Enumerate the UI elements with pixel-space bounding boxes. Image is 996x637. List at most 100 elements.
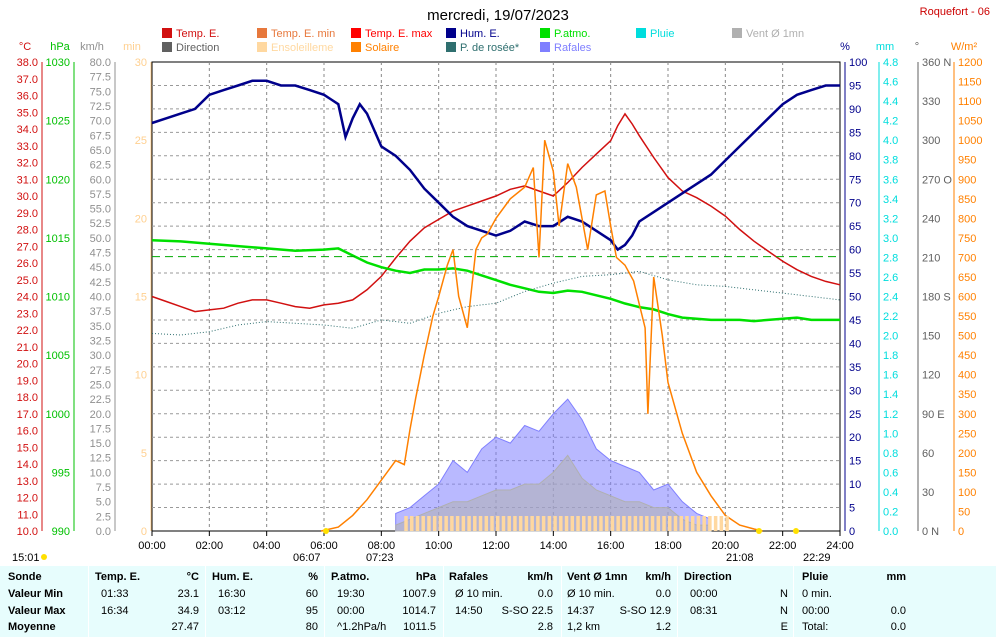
temp-tick-label: 37.0 — [17, 74, 38, 86]
pressure-axis-unit: hPa — [50, 41, 70, 53]
legend-swatch — [540, 42, 550, 52]
series-rafales — [395, 398, 712, 532]
direction-tick-label: 270 O — [922, 174, 952, 186]
sunrise-time: 06:07 — [293, 552, 321, 564]
sunshine-bar — [582, 516, 586, 531]
x-tick-label: 04:00 — [253, 540, 281, 552]
temp-tick-label: 28.0 — [17, 225, 38, 237]
temp-tick-label: 31.0 — [17, 174, 38, 186]
wind-tick-label: 15.0 — [90, 438, 111, 450]
wind-tick-label: 62.5 — [90, 160, 111, 172]
sunshine-bar — [616, 516, 620, 531]
humidity-tick-label: 20 — [849, 432, 861, 444]
rain-tick-label: 0.4 — [883, 487, 898, 499]
humidity-tick-label: 50 — [849, 292, 861, 304]
direction-tick-label: 180 S — [922, 292, 951, 304]
solar-tick-label: 550 — [958, 311, 976, 323]
temp-tick-label: 18.0 — [17, 392, 38, 404]
humidity-tick-label: 60 — [849, 245, 861, 257]
summary-header: Sonde — [8, 571, 42, 583]
rain-tick-label: 4.8 — [883, 57, 898, 69]
rain-tick-label: 2.8 — [883, 252, 898, 264]
temp-tick-label: 35.0 — [17, 107, 38, 119]
sunshine-bar — [685, 516, 689, 531]
wind-tick-label: 5.0 — [96, 497, 111, 509]
summary-table: Sonde Temp. E. °C Hum. E.% P.atmo. hPa Rafales… — [0, 566, 996, 637]
summary-temp-value: 34.9 — [177, 605, 199, 617]
sunshine-bar — [587, 516, 592, 531]
summary-hum-time: 16:30 — [218, 588, 246, 600]
summary-temp-time: 16:34 — [101, 605, 129, 617]
solar-tick-label: 150 — [958, 467, 976, 479]
wind-tick-label: 75.0 — [90, 86, 111, 98]
series-hum--e- — [151, 79, 840, 252]
solar-tick-label: 800 — [958, 213, 976, 225]
summary-rafales-value: 2.8 — [537, 621, 553, 633]
summary-patmo-value: 1014.7 — [402, 605, 436, 617]
rain-tick-label: 1.8 — [883, 350, 898, 362]
temp-tick-label: 13.0 — [17, 476, 38, 488]
summary-divider — [443, 566, 444, 637]
legend-label: Temp. E. min — [271, 28, 335, 40]
x-tick-label: 12:00 — [482, 540, 510, 552]
rain-tick-label: 4.2 — [883, 116, 898, 128]
wind-tick-label: 7.5 — [96, 482, 111, 494]
direction-tick-label: 150 — [922, 331, 940, 343]
direction-axis-unit: ° — [915, 41, 919, 53]
temp-tick-label: 14.0 — [17, 459, 38, 471]
direction-tick-label: 240 — [922, 213, 940, 225]
solar-tick-label: 100 — [958, 487, 976, 499]
summary-vent-time: Ø 10 min. — [567, 588, 615, 600]
sunshine-bar — [536, 516, 540, 531]
temp-tick-label: 34.0 — [17, 124, 38, 136]
sunshine-bar — [553, 516, 557, 531]
pressure-tick-label: 1025 — [46, 116, 70, 128]
summary-direction-value: N — [780, 588, 788, 600]
sun_min-tick-label: 5 — [141, 448, 147, 460]
summary-temp-time: 01:33 — [101, 588, 129, 600]
summary-vent-value: S-SO 12.9 — [619, 605, 671, 617]
rain-tick-label: 3.2 — [883, 213, 898, 225]
summary-vent-value: 1.2 — [655, 621, 671, 633]
wind-tick-label: 50.0 — [90, 233, 111, 245]
legend-label: Pluie — [650, 28, 674, 40]
legend-swatch — [446, 42, 456, 52]
sunshine-bar — [421, 516, 425, 531]
wind-tick-label: 37.5 — [90, 306, 111, 318]
sunshine-bar — [415, 516, 420, 531]
humidity-tick-label: 80 — [849, 151, 861, 163]
summary-divider — [677, 566, 678, 637]
sunshine-bar — [662, 516, 666, 531]
temp-tick-label: 30.0 — [17, 191, 38, 203]
summary-patmo-time: 19:30 — [337, 588, 365, 600]
rain-tick-label: 0.8 — [883, 448, 898, 460]
sunshine-bar — [702, 516, 706, 531]
solar-tick-label: 1100 — [958, 96, 982, 108]
sunshine-bar — [478, 516, 483, 531]
summary-direction-value: N — [780, 605, 788, 617]
rain-tick-label: 1.0 — [883, 428, 898, 440]
temp-tick-label: 26.0 — [17, 258, 38, 270]
summary-header: % — [308, 571, 318, 583]
summary-hum-value: 95 — [305, 605, 318, 617]
temp-tick-label: 17.0 — [17, 409, 38, 421]
x-tick-label: 22:00 — [769, 540, 797, 552]
sunshine-bar — [541, 516, 546, 531]
sunshine-bar — [570, 516, 575, 531]
temp-tick-label: 24.0 — [17, 292, 38, 304]
rain-tick-label: 2.2 — [883, 311, 898, 323]
sunshine-bar — [490, 516, 494, 531]
legend-label: P.atmo. — [554, 28, 591, 40]
legend-swatch — [732, 28, 742, 38]
solar-tick-label: 450 — [958, 350, 976, 362]
series-p--de-ros-e- — [151, 270, 841, 336]
sunshine-bar — [432, 516, 437, 531]
summary-header: Temp. E. — [95, 571, 141, 583]
wind-tick-label: 25.0 — [90, 379, 111, 391]
wind-tick-label: 2.5 — [96, 511, 111, 523]
legend-label: Vent Ø 1mn — [746, 28, 804, 40]
temp-tick-label: 33.0 — [17, 141, 38, 153]
rain-tick-label: 4.4 — [883, 96, 898, 108]
summary-rafales-time: 14:50 — [455, 605, 483, 617]
